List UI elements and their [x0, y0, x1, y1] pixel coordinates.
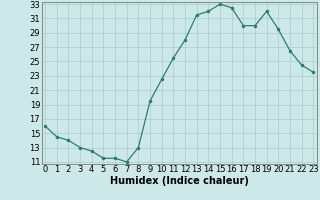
X-axis label: Humidex (Indice chaleur): Humidex (Indice chaleur): [110, 176, 249, 186]
